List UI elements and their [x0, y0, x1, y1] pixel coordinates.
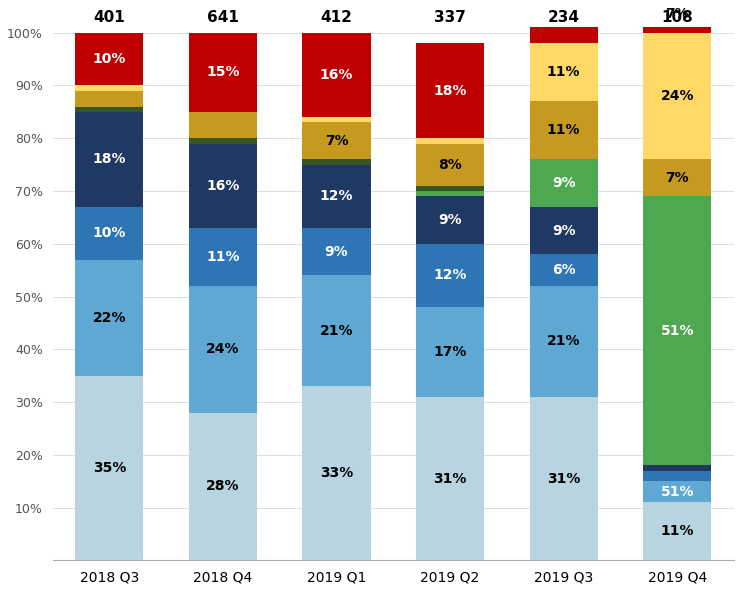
- Bar: [302, 117, 370, 122]
- Bar: [530, 101, 598, 160]
- Bar: [643, 33, 711, 160]
- Text: 7%: 7%: [325, 134, 348, 148]
- Text: 8%: 8%: [438, 158, 462, 171]
- Text: 11%: 11%: [206, 250, 239, 264]
- Text: 108: 108: [662, 10, 693, 25]
- Bar: [189, 228, 257, 286]
- Text: 18%: 18%: [433, 84, 467, 98]
- Text: 401: 401: [93, 10, 125, 25]
- Text: 412: 412: [321, 10, 353, 25]
- Text: 31%: 31%: [547, 472, 580, 486]
- Bar: [643, 481, 711, 502]
- Text: 6%: 6%: [552, 263, 576, 277]
- Bar: [189, 112, 257, 138]
- Text: 7%: 7%: [665, 171, 689, 185]
- Bar: [530, 254, 598, 286]
- Text: 21%: 21%: [320, 324, 353, 338]
- Text: 28%: 28%: [206, 479, 239, 493]
- Bar: [643, 502, 711, 560]
- Bar: [302, 122, 370, 160]
- Bar: [416, 43, 484, 138]
- Bar: [643, 160, 711, 196]
- Bar: [416, 243, 484, 307]
- Text: 51%: 51%: [660, 324, 694, 338]
- Text: 7%: 7%: [665, 7, 689, 21]
- Bar: [189, 144, 257, 228]
- Bar: [302, 228, 370, 275]
- Text: 51%: 51%: [660, 485, 694, 499]
- Bar: [643, 196, 711, 465]
- Text: 10%: 10%: [93, 52, 126, 66]
- Text: 9%: 9%: [552, 176, 576, 190]
- Bar: [76, 86, 144, 91]
- Bar: [76, 259, 144, 376]
- Bar: [416, 307, 484, 397]
- Bar: [530, 0, 598, 43]
- Bar: [189, 413, 257, 560]
- Text: 12%: 12%: [547, 5, 580, 19]
- Bar: [76, 33, 144, 86]
- Bar: [416, 138, 484, 144]
- Bar: [76, 376, 144, 560]
- Text: 33%: 33%: [320, 466, 353, 480]
- Bar: [302, 160, 370, 165]
- Text: 12%: 12%: [433, 268, 467, 282]
- Bar: [76, 112, 144, 207]
- Bar: [189, 138, 257, 144]
- Bar: [416, 397, 484, 560]
- Text: 24%: 24%: [660, 89, 694, 103]
- Text: 22%: 22%: [93, 311, 126, 324]
- Bar: [189, 33, 257, 112]
- Bar: [530, 160, 598, 207]
- Bar: [76, 91, 144, 106]
- Text: 16%: 16%: [206, 178, 239, 193]
- Text: 9%: 9%: [552, 223, 576, 238]
- Bar: [643, 470, 711, 481]
- Bar: [530, 286, 598, 397]
- Bar: [189, 286, 257, 413]
- Bar: [302, 33, 370, 117]
- Bar: [416, 191, 484, 196]
- Bar: [76, 207, 144, 259]
- Text: 17%: 17%: [433, 345, 467, 359]
- Text: 35%: 35%: [93, 461, 126, 475]
- Bar: [530, 43, 598, 101]
- Bar: [416, 196, 484, 243]
- Text: 11%: 11%: [547, 66, 580, 79]
- Text: 21%: 21%: [547, 335, 580, 348]
- Text: 15%: 15%: [206, 66, 239, 79]
- Text: 9%: 9%: [438, 213, 462, 227]
- Bar: [643, 465, 711, 470]
- Text: 16%: 16%: [320, 68, 353, 82]
- Text: 31%: 31%: [433, 472, 467, 486]
- Text: 12%: 12%: [320, 189, 353, 203]
- Text: 9%: 9%: [325, 245, 348, 259]
- Bar: [643, 0, 711, 33]
- Bar: [76, 106, 144, 112]
- Bar: [302, 165, 370, 228]
- Bar: [530, 207, 598, 254]
- Text: 641: 641: [207, 10, 239, 25]
- Text: 18%: 18%: [93, 152, 126, 166]
- Text: 337: 337: [434, 10, 466, 25]
- Bar: [302, 275, 370, 387]
- Text: 24%: 24%: [206, 342, 239, 356]
- Bar: [416, 144, 484, 186]
- Text: 11%: 11%: [547, 124, 580, 137]
- Text: 11%: 11%: [660, 524, 694, 538]
- Bar: [530, 397, 598, 560]
- Text: 234: 234: [548, 10, 579, 25]
- Bar: [416, 186, 484, 191]
- Text: 10%: 10%: [93, 226, 126, 240]
- Bar: [302, 387, 370, 560]
